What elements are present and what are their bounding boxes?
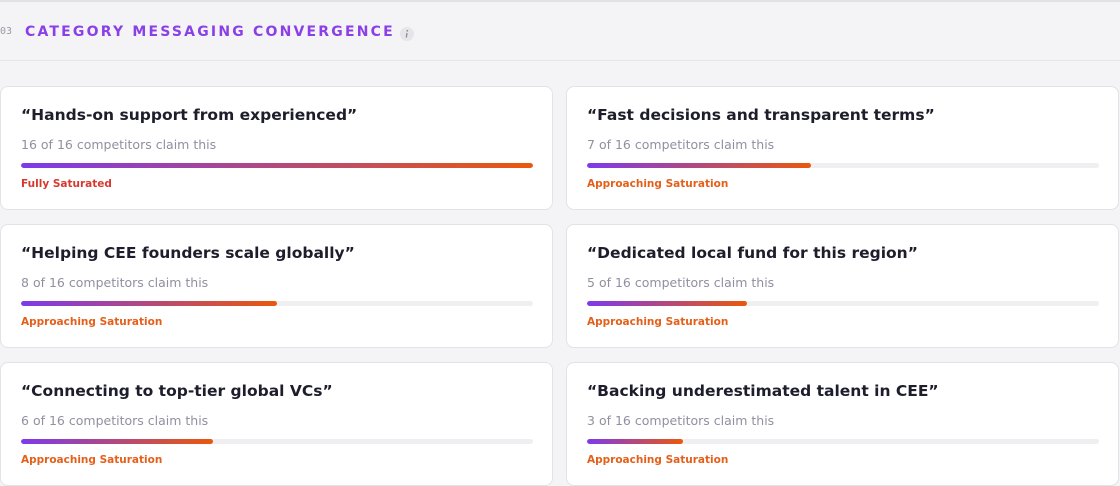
total-count: 16 [614,413,631,428]
claimed-count: 5 [587,275,595,290]
saturation-status: Fully Saturated [21,178,112,190]
claimed-count: 7 [587,137,595,152]
progress-track [587,301,1099,306]
claim-count: 5 of 16 competitors claim this [587,275,774,290]
progress-track [21,163,533,168]
claim-word: competitors claim this [634,413,775,428]
card-quote: “Helping CEE founders scale globally” [21,244,355,262]
progress-track [21,301,533,306]
claim-word: of [598,275,611,290]
claimed-count: 6 [21,413,29,428]
message-card: “Backing underestimated talent in CEE” 3 … [566,362,1119,486]
claim-count: 8 of 16 competitors claim this [21,275,208,290]
saturation-status: Approaching Saturation [587,316,729,328]
progress-fill [587,301,747,306]
section-title: CATEGORY MESSAGING CONVERGENCE [25,24,395,40]
progress-fill [587,439,683,444]
saturation-status: Approaching Saturation [587,454,729,466]
card-quote: “Dedicated local fund for this region” [587,244,918,262]
progress-track [587,439,1099,444]
claim-word: of [598,137,611,152]
saturation-status: Approaching Saturation [587,178,729,190]
claim-count: 16 of 16 competitors claim this [21,137,216,152]
message-card: “Dedicated local fund for this region” 5 … [566,224,1119,348]
total-count: 16 [48,275,65,290]
message-card: “Helping CEE founders scale globally” 8 o… [0,224,553,348]
claim-word: competitors claim this [634,275,775,290]
claim-word: competitors claim this [634,137,775,152]
total-count: 16 [56,137,73,152]
claim-word: of [40,137,53,152]
claim-count: 6 of 16 competitors claim this [21,413,208,428]
claimed-count: 16 [21,137,37,152]
message-card: “Fast decisions and transparent terms” 7 … [566,86,1119,210]
card-quote: “Hands-on support from experienced” [21,106,358,124]
card-quote: “Connecting to top-tier global VCs” [21,382,333,400]
progress-fill [587,163,811,168]
progress-track [587,163,1099,168]
total-count: 16 [48,413,65,428]
claim-word: competitors claim this [68,275,209,290]
claim-word: of [598,413,611,428]
total-count: 16 [614,275,631,290]
card-quote: “Backing underestimated talent in CEE” [587,382,939,400]
card-quote: “Fast decisions and transparent terms” [587,106,935,124]
claim-word: of [32,275,45,290]
saturation-status: Approaching Saturation [21,454,163,466]
claim-word: of [32,413,45,428]
progress-fill [21,301,277,306]
claim-word: competitors claim this [68,413,209,428]
section-header: 03 CATEGORY MESSAGING CONVERGENCE [0,2,1120,61]
progress-fill [21,439,213,444]
message-card: “Hands-on support from experienced” 16 of… [0,86,553,210]
claim-count: 3 of 16 competitors claim this [587,413,774,428]
progress-fill [21,163,533,168]
claim-count: 7 of 16 competitors claim this [587,137,774,152]
message-card: “Connecting to top-tier global VCs” 6 of … [0,362,553,486]
section-number: 03 [0,26,13,37]
claimed-count: 3 [587,413,595,428]
info-icon[interactable] [399,26,415,42]
claim-word: competitors claim this [76,137,217,152]
total-count: 16 [614,137,631,152]
claimed-count: 8 [21,275,29,290]
progress-track [21,439,533,444]
saturation-status: Approaching Saturation [21,316,163,328]
